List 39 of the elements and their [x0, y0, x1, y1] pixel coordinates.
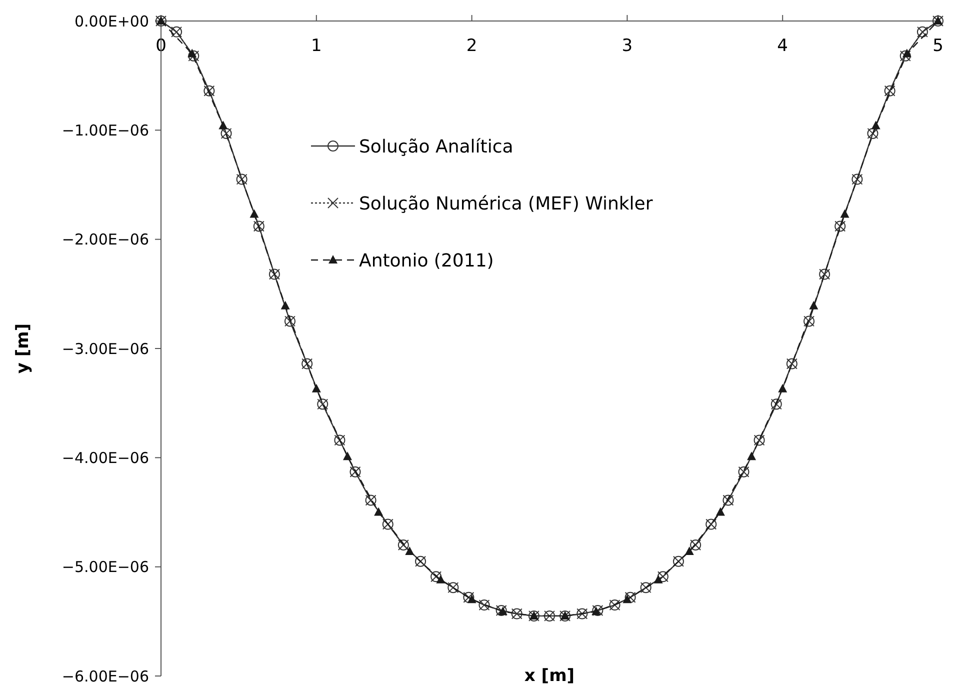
point — [809, 300, 818, 310]
point — [684, 546, 694, 556]
point — [467, 594, 476, 604]
x-tick-label: 1 — [310, 36, 322, 56]
point — [716, 507, 725, 516]
y-tick-label: −1.00E−06 — [62, 121, 149, 140]
point — [188, 48, 197, 58]
point — [405, 546, 414, 556]
point — [871, 120, 880, 130]
y-tick-label: −5.00E−06 — [62, 558, 149, 576]
point — [218, 120, 228, 130]
legend-label: Solução Analítica — [359, 136, 514, 158]
point — [436, 574, 446, 584]
x-tick-label: 4 — [777, 36, 788, 56]
point — [312, 384, 321, 392]
y-tick-label: −2.00E−06 — [62, 230, 149, 249]
y-tick-label: −4.00E−06 — [62, 448, 149, 467]
x-tick-label: 2 — [466, 36, 478, 56]
point — [498, 606, 508, 616]
point — [747, 452, 756, 460]
point — [250, 209, 259, 218]
x-axis-title: x [m] — [524, 666, 575, 686]
point — [840, 209, 850, 218]
y-axis-title: y [m] — [13, 323, 33, 374]
x-tick-label: 3 — [622, 36, 633, 56]
point — [374, 507, 384, 516]
y-tick-label: −3.00E−06 — [62, 340, 149, 358]
legend-label: Solução Numérica (MEF) Winkler — [359, 193, 654, 214]
point — [342, 452, 352, 460]
point — [654, 574, 663, 584]
point — [902, 48, 912, 58]
x-tick-label: 5 — [932, 36, 944, 56]
point — [280, 300, 290, 310]
legend-label: Antonio (2011) — [359, 250, 494, 272]
point — [622, 594, 632, 604]
y-tick-label: −6.00E−06 — [62, 667, 149, 686]
y-tick-label: 0.00E+00 — [74, 12, 149, 30]
point — [778, 384, 788, 392]
point — [592, 606, 601, 616]
